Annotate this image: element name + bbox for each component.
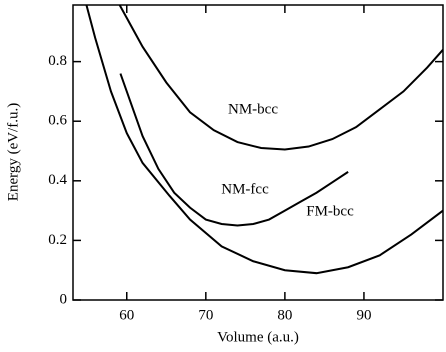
y-tick-label: 0.2: [48, 232, 67, 248]
x-tick-label: 90: [356, 307, 371, 323]
x-tick-label: 70: [198, 307, 213, 323]
y-axis-label: Energy (eV/f.u.): [5, 103, 21, 201]
series-label: FM-bcc: [306, 203, 354, 219]
y-tick-label: 0: [60, 291, 68, 307]
line: [85, 5, 443, 275]
x-axis-label: Volume (a.u.): [217, 329, 299, 345]
line: [118, 5, 443, 151]
series-label: NM-fcc: [221, 181, 269, 197]
series-label: NM-bcc: [228, 101, 278, 117]
plot-frame: [72, 4, 444, 301]
y-tick-label: 0.4: [48, 172, 67, 188]
y-tick-label: 0.8: [48, 53, 67, 69]
y-tick-label: 0.6: [48, 113, 67, 129]
line: [119, 73, 349, 227]
x-tick-label: 60: [119, 307, 134, 323]
x-tick-label: 80: [277, 307, 292, 323]
